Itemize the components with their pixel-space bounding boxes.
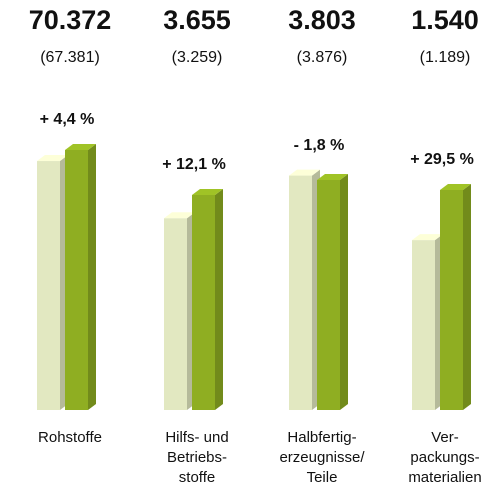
bar-side (215, 189, 223, 410)
change-label: + 29,5 % (410, 151, 474, 168)
bar-top (192, 189, 223, 195)
change-label: + 4,4 % (40, 111, 95, 128)
bar (164, 218, 187, 410)
bar (440, 190, 463, 410)
previous-value-label: (1.189) (420, 49, 471, 66)
previous-value-label: (67.381) (40, 49, 100, 66)
bar-side (88, 144, 96, 410)
change-label: - 1,8 % (294, 137, 345, 154)
category-label: Ver- (431, 429, 459, 446)
category-label: Halbfertig- (287, 429, 356, 446)
bar (412, 240, 435, 410)
bar-top (164, 212, 195, 219)
bar-top (440, 184, 471, 190)
bar (289, 175, 312, 410)
bar (65, 150, 88, 410)
value-label: 3.803 (288, 5, 356, 35)
change-label: + 12,1 % (162, 156, 226, 173)
previous-value-label: (3.876) (297, 49, 348, 66)
bar-top (289, 169, 320, 176)
value-label: 70.372 (29, 5, 112, 35)
bar (37, 161, 60, 410)
bar (317, 180, 340, 410)
category-label: packungs- (410, 449, 479, 466)
bar-top (65, 144, 96, 150)
category-label: stoffe (179, 469, 215, 486)
bar-top (412, 234, 443, 241)
bar-top (37, 155, 68, 162)
previous-value-label: (3.259) (172, 49, 223, 66)
value-label: 3.655 (163, 5, 231, 35)
bar-side (340, 174, 348, 410)
category-label: erzeugnisse/ (279, 449, 365, 466)
category-label: Betriebs- (167, 449, 227, 466)
category-label: Rohstoffe (38, 429, 102, 446)
value-label: 1.540 (411, 5, 479, 35)
bar-side (463, 184, 471, 410)
category-label: Hilfs- und (165, 429, 228, 446)
category-label: Teile (307, 469, 338, 486)
category-label: materialien (408, 469, 481, 486)
bar (192, 195, 215, 410)
bar-top (317, 174, 348, 180)
